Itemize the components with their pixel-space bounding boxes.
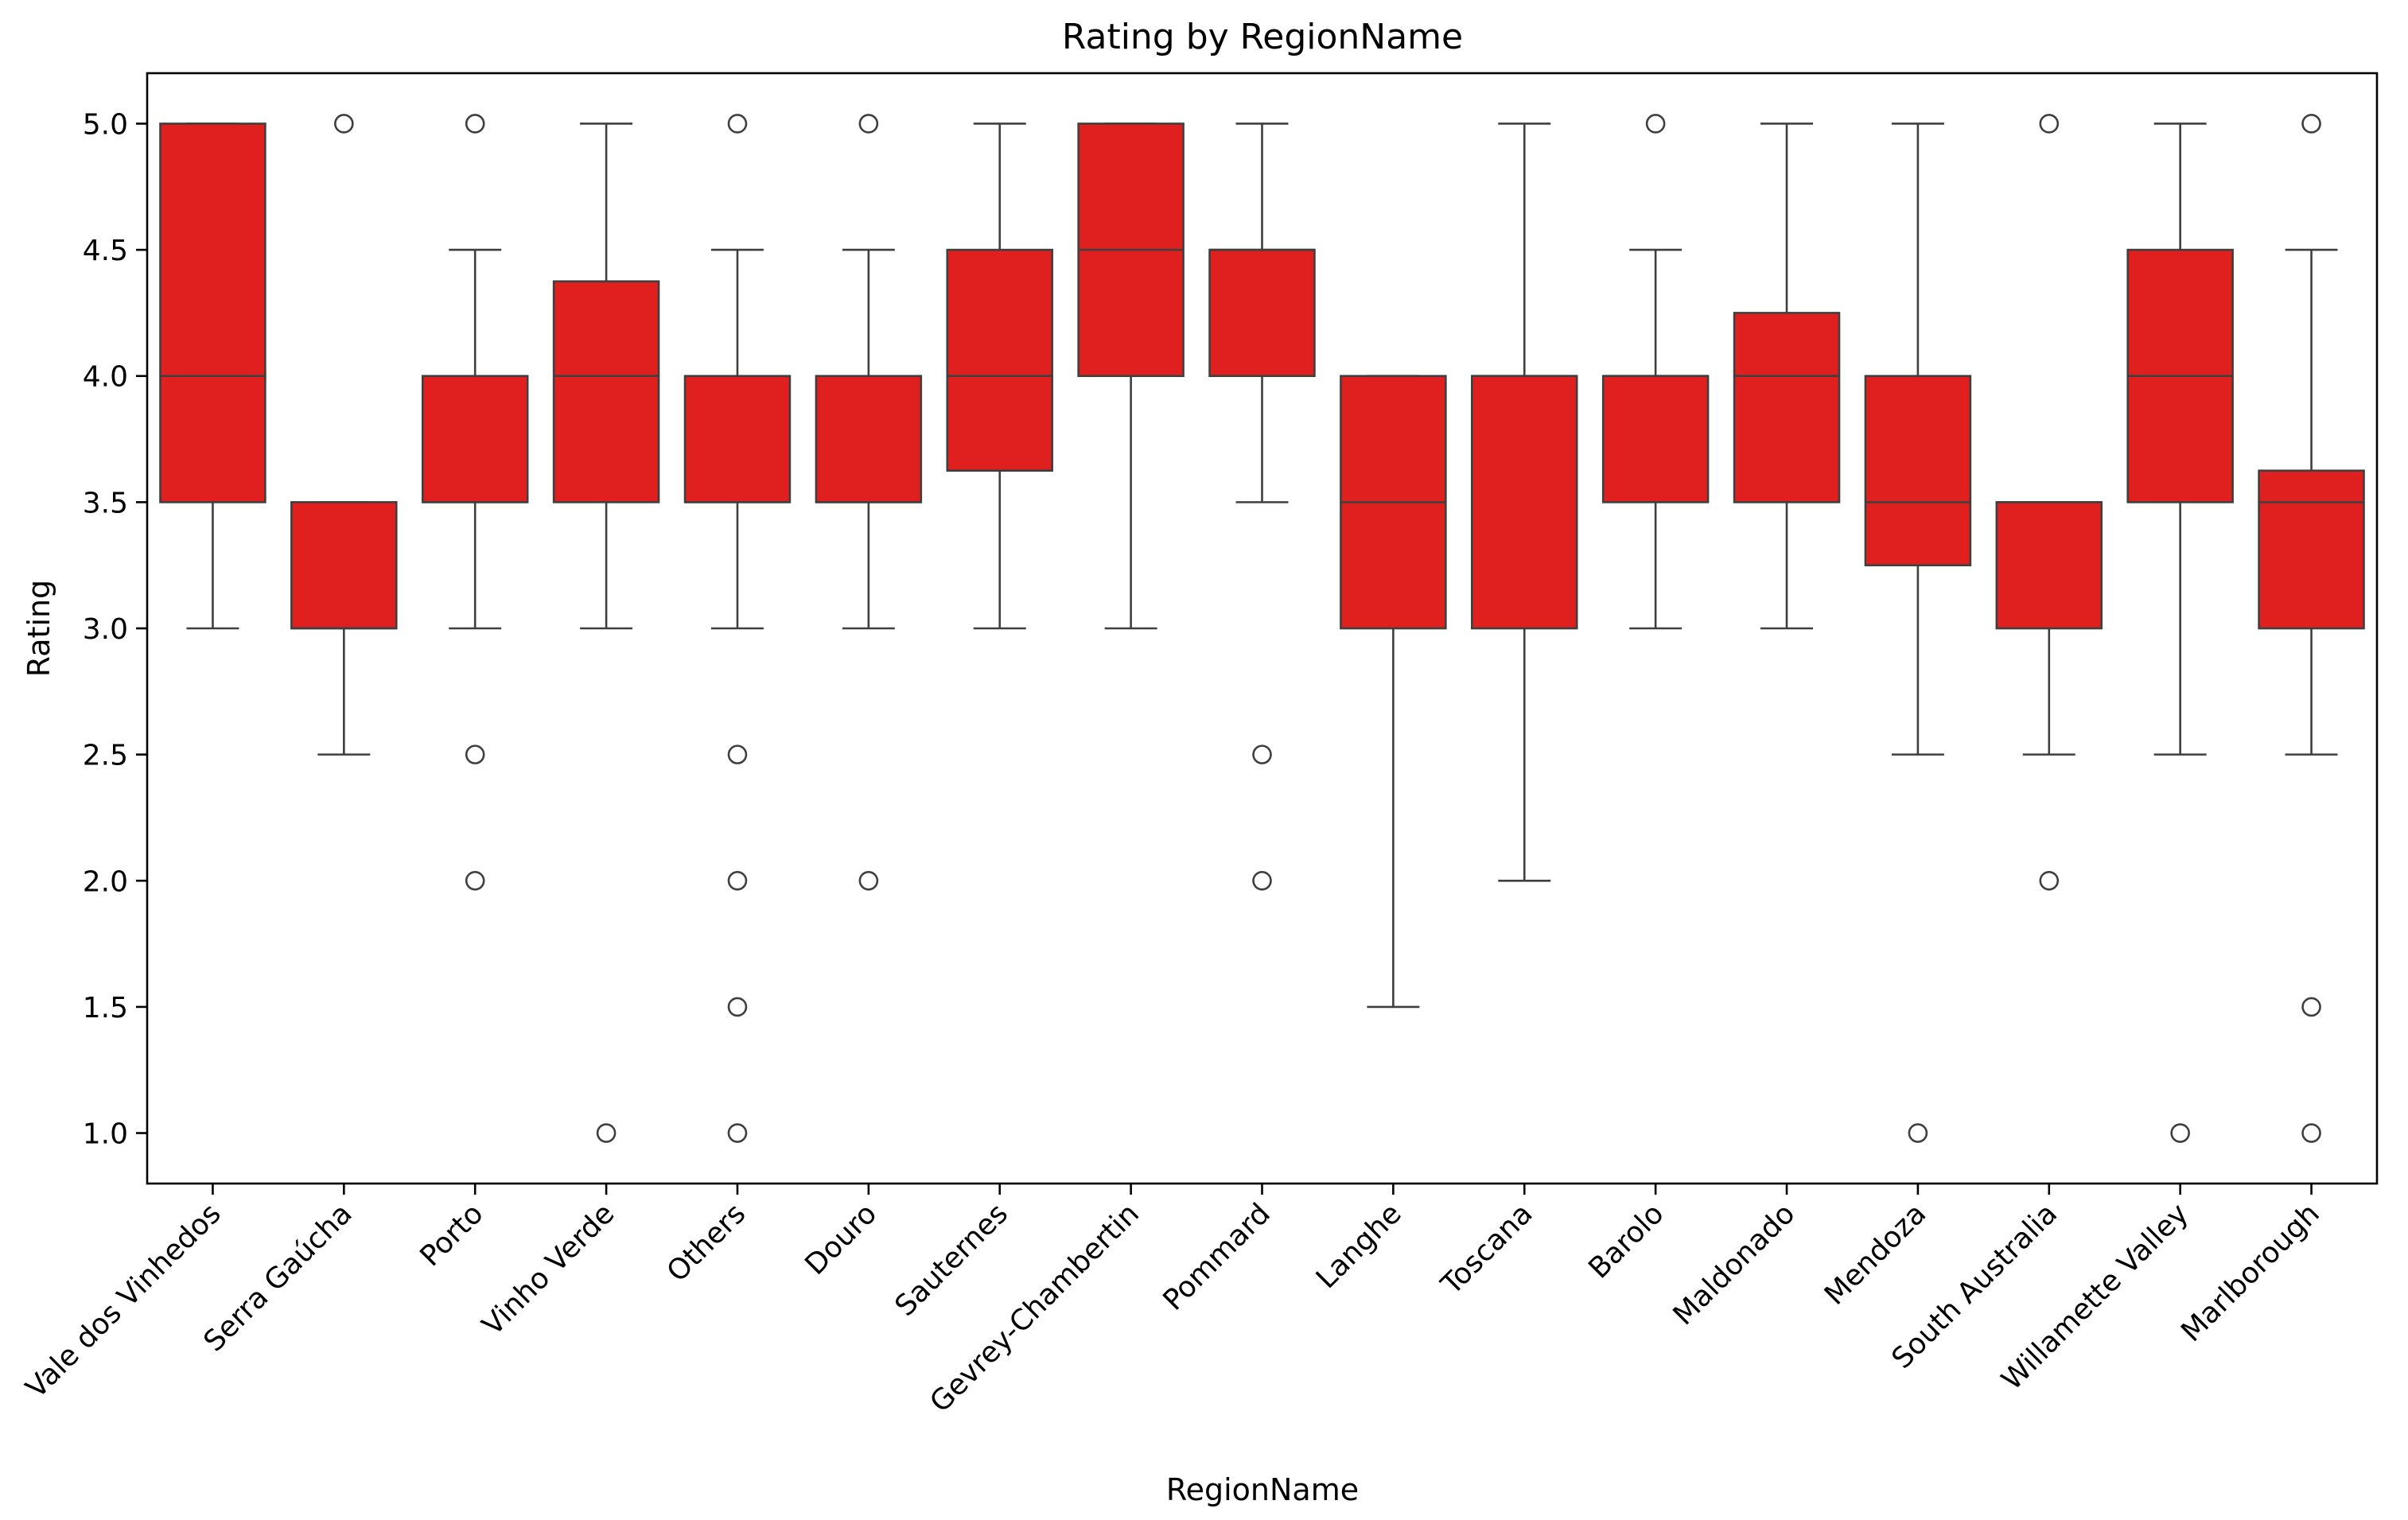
outlier-point	[1908, 1123, 1928, 1143]
outlier-point	[2301, 114, 2321, 134]
box-group	[1733, 122, 1841, 630]
outlier-point	[465, 114, 485, 134]
outlier-point	[334, 114, 354, 134]
outlier-point	[1252, 870, 1272, 891]
y-tick-label: 5.0	[83, 108, 128, 141]
iqr-box	[1995, 501, 2103, 630]
box-group	[2258, 114, 2365, 1143]
outlier-point	[858, 114, 879, 134]
y-tick-label: 1.0	[83, 1118, 128, 1151]
iqr-box	[1208, 248, 1316, 378]
chart-title: Rating by RegionName	[1062, 17, 1463, 57]
box-group	[946, 122, 1053, 630]
outlier-point	[727, 870, 748, 891]
outlier-point	[727, 744, 748, 764]
outlier-point	[465, 870, 485, 891]
iqr-box	[421, 375, 529, 503]
box-group	[683, 114, 792, 1143]
outlier-point	[2301, 1123, 2321, 1143]
outlier-point	[727, 1123, 748, 1143]
iqr-box	[1601, 375, 1710, 503]
y-axis-label: Rating	[21, 580, 56, 678]
box-group	[290, 114, 398, 756]
outlier-point	[1252, 744, 1272, 764]
outlier-point	[2170, 1123, 2190, 1143]
x-axis-label: RegionName	[1166, 1472, 1359, 1507]
box-group	[1471, 122, 1578, 882]
outlier-point	[727, 997, 748, 1017]
outlier-point	[727, 114, 748, 134]
outlier-point	[2039, 870, 2060, 891]
y-tick-label: 2.0	[83, 865, 128, 898]
iqr-box	[2258, 469, 2365, 630]
y-tick-label: 4.0	[83, 361, 128, 394]
iqr-box	[290, 501, 398, 630]
iqr-box	[1471, 375, 1578, 630]
outlier-point	[1645, 114, 1666, 134]
box-group	[2126, 122, 2234, 1143]
iqr-box	[683, 375, 792, 503]
outlier-point	[465, 744, 485, 764]
outlier-point	[858, 870, 879, 891]
box-group	[1077, 122, 1185, 630]
box-group	[1995, 114, 2103, 891]
outlier-point	[596, 1123, 617, 1143]
box-group	[815, 114, 923, 891]
y-tick-label: 1.5	[83, 992, 128, 1024]
y-tick-label: 4.5	[83, 235, 128, 267]
outlier-point	[2039, 114, 2060, 134]
box-group	[1601, 114, 1710, 630]
iqr-box	[552, 280, 660, 503]
plot-area	[159, 114, 2365, 1143]
box-group	[159, 122, 266, 630]
box-group	[552, 122, 660, 1143]
iqr-box	[1864, 375, 1972, 566]
y-tick-label: 3.5	[83, 487, 128, 519]
iqr-box	[1733, 312, 1841, 503]
iqr-box	[946, 248, 1053, 472]
box-group	[1864, 122, 1972, 1143]
y-axis: 1.0 1.5 2.0 2.5 3.0 3.5 4.0 4.5 5.0	[83, 108, 147, 1151]
y-tick-label: 2.5	[83, 740, 128, 772]
iqr-box	[159, 122, 266, 503]
box-group	[421, 114, 529, 891]
box-group	[1208, 122, 1316, 891]
box-group	[1340, 375, 1447, 1009]
iqr-box	[815, 375, 923, 503]
y-tick-label: 3.0	[83, 613, 128, 646]
outlier-point	[2301, 997, 2321, 1017]
